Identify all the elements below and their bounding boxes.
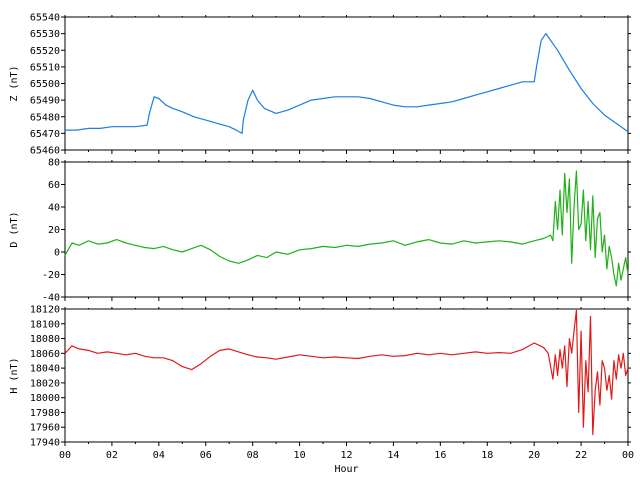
y-tick-label: 18040: [30, 364, 60, 375]
y-tick-label: 40: [48, 203, 60, 214]
plot-frame: [64, 308, 629, 443]
y-tick-label: 20: [48, 225, 60, 236]
panel-0: 65460 65470 65480 65490 65500 65510 65520 65530…: [9, 13, 631, 157]
x-tick-label: 18: [481, 450, 493, 461]
y-tick-label: 65460: [30, 146, 60, 157]
y-tick-label: 17960: [30, 423, 60, 434]
x-tick-label: 02: [106, 450, 118, 461]
y-tick-label: 18020: [30, 378, 60, 389]
x-tick-label: 10: [294, 450, 306, 461]
x-tick-label: 12: [340, 450, 352, 461]
y-tick-label: 65510: [30, 62, 60, 73]
panel-1: -40 -20 0 20 40 60 80 D (nT): [9, 158, 631, 304]
y-tick-label: 65530: [30, 29, 60, 40]
y-tick-label: 65480: [30, 112, 60, 123]
x-axis-label: Hour: [334, 464, 358, 475]
x-tick-label: 16: [434, 450, 446, 461]
y-tick-label: 80: [48, 158, 60, 169]
y-axis-label: D (nT): [9, 211, 20, 247]
x-tick-label: 20: [528, 450, 540, 461]
x-tick-label: 14: [387, 450, 399, 461]
y-tick-label: -20: [42, 270, 60, 281]
y-tick-label: 60: [48, 180, 60, 191]
y-tick-label: 65500: [30, 79, 60, 90]
y-tick-label: 65540: [30, 13, 60, 24]
y-tick-label: 18080: [30, 334, 60, 345]
series-line: [65, 33, 629, 134]
y-tick-label: -40: [42, 293, 60, 304]
y-tick-label: 0: [54, 248, 60, 259]
panel-2: 1794017960179801800018020180401806018080…: [9, 305, 634, 476]
y-tick-label: 65490: [30, 96, 60, 107]
x-tick-label: 08: [247, 450, 259, 461]
series-line: [64, 309, 629, 436]
y-tick-label: 17940: [30, 438, 60, 449]
plot-frame: [64, 161, 629, 298]
series-line: [64, 170, 629, 287]
y-axis-label: Z (nT): [9, 65, 20, 101]
x-tick-label: 04: [153, 450, 165, 461]
y-tick-label: 18100: [30, 319, 60, 330]
y-tick-label: 65520: [30, 46, 60, 57]
y-axis-label: H (nT): [9, 357, 20, 393]
x-tick-label: 00: [59, 450, 71, 461]
y-tick-label: 18060: [30, 349, 60, 360]
x-tick-label: 06: [200, 450, 212, 461]
y-tick-label: 17980: [30, 408, 60, 419]
y-tick-label: 18120: [30, 305, 60, 316]
y-tick-label: 18000: [30, 393, 60, 404]
y-tick-label: 65470: [30, 129, 60, 140]
x-tick-label: 22: [575, 450, 587, 461]
x-tick-label: 00: [622, 450, 634, 461]
